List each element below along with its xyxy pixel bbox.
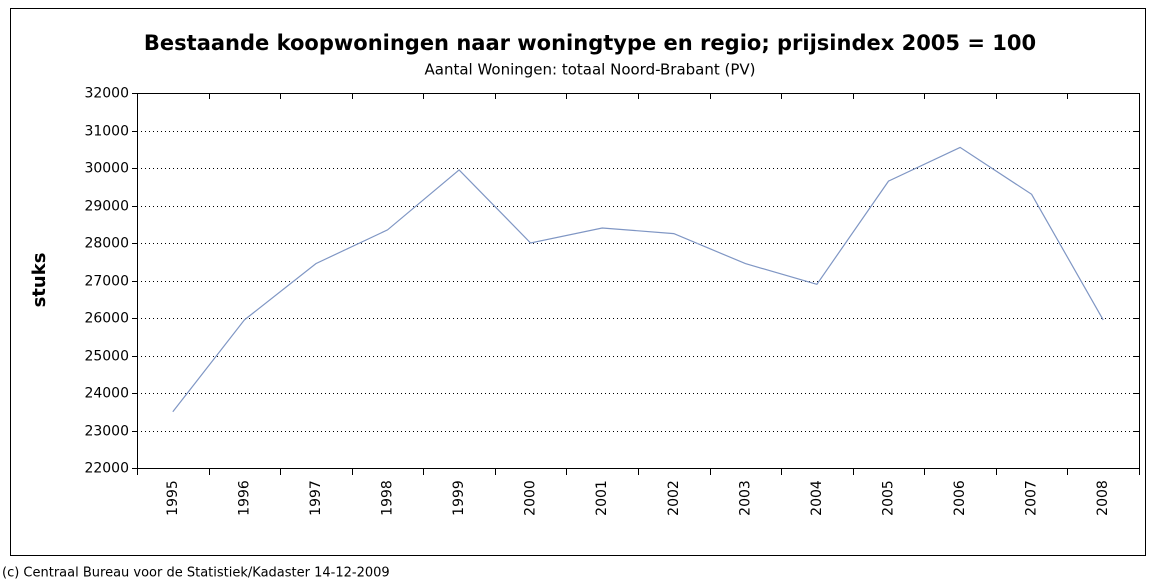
y-tick-label: 27000 — [84, 274, 129, 290]
y-axis-label: stuks — [29, 253, 50, 308]
chart-border — [10, 8, 1146, 556]
chart-subtitle: Aantal Woningen: totaal Noord-Brabant (P… — [424, 61, 755, 79]
x-tick-label: 2000 — [523, 480, 539, 516]
y-tick-label: 23000 — [84, 424, 129, 440]
y-tick-label: 26000 — [84, 311, 129, 327]
y-tick-label: 25000 — [84, 349, 129, 365]
x-tick-label: 1997 — [308, 480, 324, 516]
x-tick-label: 2004 — [809, 480, 825, 516]
x-tick-label: 1995 — [165, 480, 181, 516]
x-tick-label: 2001 — [594, 480, 610, 516]
y-tick-label: 28000 — [84, 236, 129, 252]
source-note: (c) Centraal Bureau voor de Statistiek/K… — [2, 566, 390, 581]
x-tick-label: 1999 — [451, 480, 467, 516]
x-tick-label: 2006 — [952, 480, 968, 516]
y-tick-label: 31000 — [84, 124, 129, 140]
data-line — [172, 146, 1104, 413]
plot-frame — [137, 93, 1140, 469]
y-tick-label: 30000 — [84, 161, 129, 177]
y-tick-label: 24000 — [84, 386, 129, 402]
x-tick-label: 2002 — [666, 480, 682, 516]
x-tick-label: 2008 — [1095, 480, 1111, 516]
x-tick-label: 1996 — [236, 480, 252, 516]
chart-title: Bestaande koopwoningen naar woningtype e… — [144, 31, 1036, 55]
x-tick-label: 1998 — [380, 480, 396, 516]
y-tick-label: 22000 — [84, 461, 129, 477]
y-tick-label: 32000 — [84, 86, 129, 102]
x-tick-label: 2007 — [1024, 480, 1040, 516]
x-tick-label: 2005 — [881, 480, 897, 516]
y-tick-label: 29000 — [84, 199, 129, 215]
x-tick-label: 2003 — [737, 480, 753, 516]
